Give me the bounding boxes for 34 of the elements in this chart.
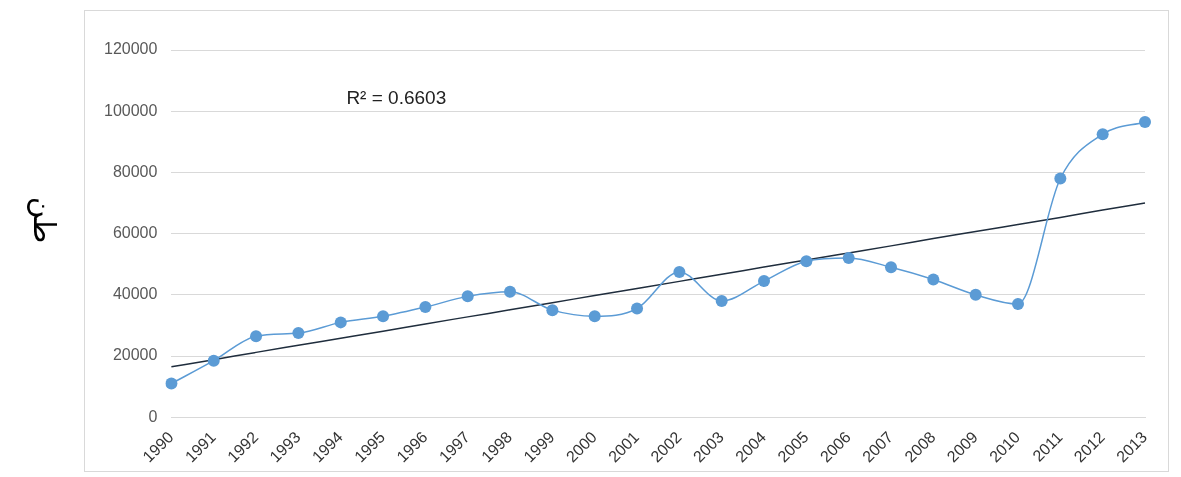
y-tick-label: 0 (148, 407, 158, 425)
y-tick-label: 80000 (112, 162, 158, 180)
y-tick-label: 100000 (104, 101, 158, 119)
point (673, 265, 686, 278)
point (631, 302, 644, 315)
point (758, 275, 771, 288)
point (842, 252, 855, 265)
y-axis-title: طن (26, 195, 64, 246)
point (588, 310, 601, 323)
point (504, 285, 517, 298)
y-tick-label: 40000 (112, 285, 158, 303)
point (461, 290, 474, 303)
point (419, 301, 432, 314)
point (334, 316, 347, 329)
point (546, 304, 559, 317)
point (1054, 172, 1067, 185)
point (800, 255, 813, 268)
y-tick-label: 120000 (104, 40, 158, 58)
point (377, 310, 390, 323)
y-tick-label: 20000 (112, 346, 158, 364)
annotation: R² = 0.6603 (346, 87, 447, 109)
line-series (170, 202, 1146, 368)
point (165, 377, 178, 390)
point (885, 261, 898, 274)
y-tick-label: 60000 (112, 224, 158, 242)
point (1012, 298, 1025, 311)
point (207, 354, 220, 367)
point (292, 327, 305, 340)
point (250, 330, 263, 343)
point (1139, 115, 1151, 128)
point (715, 294, 728, 307)
point (1096, 128, 1109, 141)
point (927, 273, 940, 286)
point (969, 288, 982, 301)
